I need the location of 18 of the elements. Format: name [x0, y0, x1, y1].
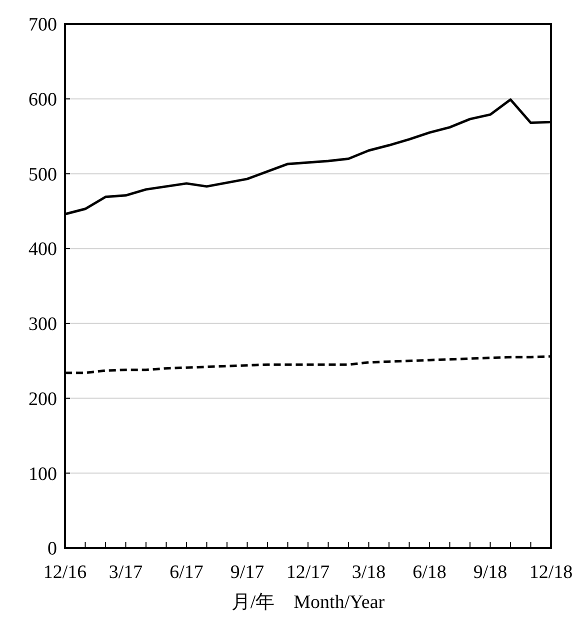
x-tick-label: 9/17: [230, 562, 264, 583]
y-tick-label: 400: [28, 239, 57, 260]
x-tick-label: 6/18: [412, 562, 446, 583]
x-tick-label: 6/17: [170, 562, 204, 583]
x-tick-label: 3/17: [108, 562, 143, 583]
x-tick-label: 3/18: [352, 562, 386, 583]
x-tick-label: 12/17: [286, 562, 330, 583]
x-axis-title: 月/年 Month/Year: [231, 592, 386, 613]
y-tick-label: 700: [28, 14, 57, 36]
y-tick-label: 600: [28, 90, 57, 111]
x-tick-label: 12/18: [529, 562, 573, 583]
y-tick-label: 500: [28, 164, 57, 186]
y-tick-label: 300: [28, 314, 57, 336]
x-tick-label: 9/18: [473, 562, 508, 583]
y-tick-label: 200: [28, 388, 57, 410]
y-tick-label: 100: [28, 464, 57, 485]
x-tick-label: 12/16: [43, 562, 87, 583]
y-tick-label: 0: [48, 538, 57, 560]
